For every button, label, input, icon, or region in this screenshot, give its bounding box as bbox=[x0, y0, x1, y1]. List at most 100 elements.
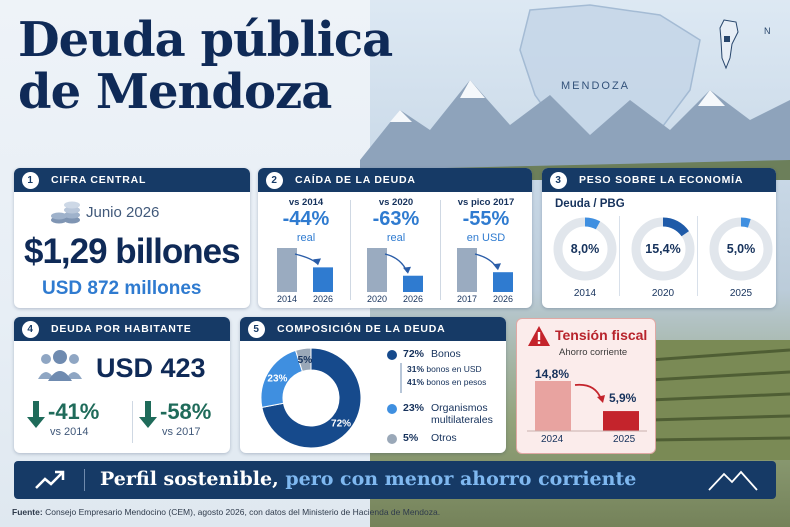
donut-slice-otros bbox=[294, 347, 312, 373]
donut-slice-label: 23% bbox=[267, 374, 287, 385]
card-caida-deuda: 2 CAÍDA DE LA DEUDA vs 2014 -44% real 2014 2… bbox=[258, 168, 532, 308]
legend-label-line1: Organismos bbox=[431, 402, 488, 414]
legend-label: Bonos bbox=[431, 348, 461, 360]
ratio-value: 8,0% bbox=[570, 242, 600, 256]
debt-amount-usd: USD 872 millones bbox=[42, 278, 202, 299]
compass-north-label: N bbox=[764, 26, 771, 36]
source-text: Consejo Empresario Mendocino (CEM), agos… bbox=[45, 507, 441, 517]
banner-text-part2: pero con menor ahorro corriente bbox=[285, 468, 637, 490]
column-divider bbox=[440, 200, 441, 300]
ratio-year: 2014 bbox=[573, 288, 597, 299]
donut-slice-bonos bbox=[261, 347, 362, 449]
bond-split-pct: 31% bbox=[407, 364, 425, 374]
fiscal-tension-title: Tensión fiscal bbox=[555, 327, 648, 343]
ratio-value: 5,0% bbox=[726, 242, 756, 256]
drop-percentage: -44% bbox=[282, 208, 330, 230]
conclusion-banner: Perfil sostenible, pero con menor ahorro… bbox=[14, 461, 776, 499]
column-divider bbox=[350, 200, 351, 300]
date-label: Junio 2026 bbox=[86, 204, 160, 221]
bond-split-pesos: 41% bonos en pesos bbox=[407, 376, 500, 389]
card-header: 5 COMPOSICIÓN DE LA DEUDA bbox=[240, 317, 506, 341]
donut-slice-label: 72% bbox=[331, 418, 351, 429]
decline-arrow bbox=[574, 383, 602, 400]
legend-label: Otros bbox=[431, 432, 457, 444]
bar-2024 bbox=[535, 381, 571, 431]
column-divider bbox=[132, 401, 133, 443]
year-label: 2017 bbox=[457, 294, 478, 304]
bar-year-label: 2025 bbox=[613, 434, 636, 445]
vineyard-illustration bbox=[650, 340, 790, 460]
ring-fill bbox=[631, 217, 695, 281]
drop-percentage: -55% bbox=[462, 208, 510, 230]
drop-unit: en USD bbox=[466, 232, 506, 244]
ratio-ring-gauge bbox=[553, 217, 617, 281]
banner-text: Perfil sostenible, pero con menor ahorro… bbox=[100, 468, 636, 490]
trend-arrow bbox=[474, 253, 498, 269]
card-number-badge: 5 bbox=[248, 320, 265, 338]
bar-value-label: 14,8% bbox=[535, 367, 570, 381]
drop-percentage: -63% bbox=[372, 208, 420, 230]
drop-percentage: -58% bbox=[160, 399, 212, 424]
comparison-label: vs 2014 bbox=[288, 197, 324, 208]
bond-split-pct: 41% bbox=[407, 377, 425, 387]
drop-percentage: -41% bbox=[48, 399, 100, 424]
mountain-icon bbox=[708, 470, 758, 491]
people-icon bbox=[38, 350, 82, 381]
legend-swatch bbox=[387, 404, 397, 414]
ratio-year: 2020 bbox=[651, 288, 675, 299]
decline-arrow-head bbox=[597, 395, 605, 403]
page-title: Deuda pública de Mendoza bbox=[18, 14, 438, 118]
before-after-bars bbox=[277, 248, 333, 292]
trend-arrow bbox=[384, 253, 408, 273]
bar-before bbox=[367, 248, 387, 292]
ring-fill bbox=[553, 217, 617, 281]
trend-arrow-head bbox=[313, 258, 321, 266]
debt-drop-column: vs pico 2017 -55% en USD 2017 2026 bbox=[441, 192, 531, 308]
year-label: 2014 bbox=[277, 294, 298, 304]
ring-fill bbox=[709, 217, 773, 281]
card-header-title: COMPOSICIÓN DE LA DEUDA bbox=[277, 323, 446, 335]
card-number-badge: 4 bbox=[22, 320, 39, 338]
bar-year-label: 2024 bbox=[541, 434, 564, 445]
legend-swatch bbox=[387, 434, 397, 444]
column-divider bbox=[697, 216, 698, 296]
card-header-title: PESO SOBRE LA ECONOMÍA bbox=[579, 174, 744, 186]
comparison-label: vs pico 2017 bbox=[457, 197, 515, 208]
ratio-ring-gauge bbox=[631, 217, 695, 281]
donut-slice-label: 5% bbox=[298, 355, 313, 366]
comparison-label: vs 2020 bbox=[378, 197, 414, 208]
trend-up-icon bbox=[35, 470, 65, 489]
bar-after bbox=[403, 275, 423, 292]
source-footer: Fuente: Consejo Empresario Mendocino (CE… bbox=[12, 507, 440, 517]
banner-text-part1: Perfil sostenible, bbox=[100, 468, 279, 490]
drop-reference: vs 2014 bbox=[50, 426, 89, 438]
card-composicion-deuda: 5 COMPOSICIÓN DE LA DEUDA 72% 23% 5% 72% B… bbox=[240, 317, 506, 453]
before-after-bars bbox=[457, 248, 513, 292]
warning-icon bbox=[528, 326, 550, 346]
card-number-badge: 1 bbox=[22, 171, 39, 189]
legend-percentage: 23% bbox=[403, 402, 425, 414]
source-label: Fuente: bbox=[12, 507, 43, 517]
column-divider bbox=[619, 216, 620, 296]
down-arrow-icon bbox=[139, 401, 157, 428]
card-header-title: DEUDA POR HABITANTE bbox=[51, 323, 192, 335]
card-header: 3 PESO SOBRE LA ECONOMÍA bbox=[542, 168, 776, 192]
year-label: 2020 bbox=[367, 294, 388, 304]
banner-divider bbox=[84, 469, 85, 491]
title-line-2: de Mendoza bbox=[18, 64, 332, 120]
year-label: 2026 bbox=[313, 294, 334, 304]
ahorro-corriente-bar-chart bbox=[527, 381, 647, 432]
bar-value-label: 5,9% bbox=[609, 391, 637, 405]
year-label: 2026 bbox=[403, 294, 424, 304]
ratio-subtitle: Deuda / PBG bbox=[555, 198, 625, 210]
legend-swatch bbox=[387, 350, 397, 360]
legend-percentage: 5% bbox=[403, 432, 419, 444]
card-tension-fiscal: Tensión fiscal Ahorro corriente 14,8% 5,… bbox=[516, 318, 656, 454]
down-arrow-icon bbox=[27, 401, 45, 428]
ratio-value: 15,4% bbox=[645, 242, 681, 256]
composition-donut-chart: 72% 23% 5% bbox=[260, 347, 362, 449]
argentina-mini-map-icon bbox=[719, 19, 739, 70]
drop-reference: vs 2017 bbox=[162, 426, 201, 438]
drop-unit: real bbox=[296, 232, 316, 244]
debt-drop-column: vs 2014 -44% real 2014 2026 bbox=[261, 192, 351, 308]
